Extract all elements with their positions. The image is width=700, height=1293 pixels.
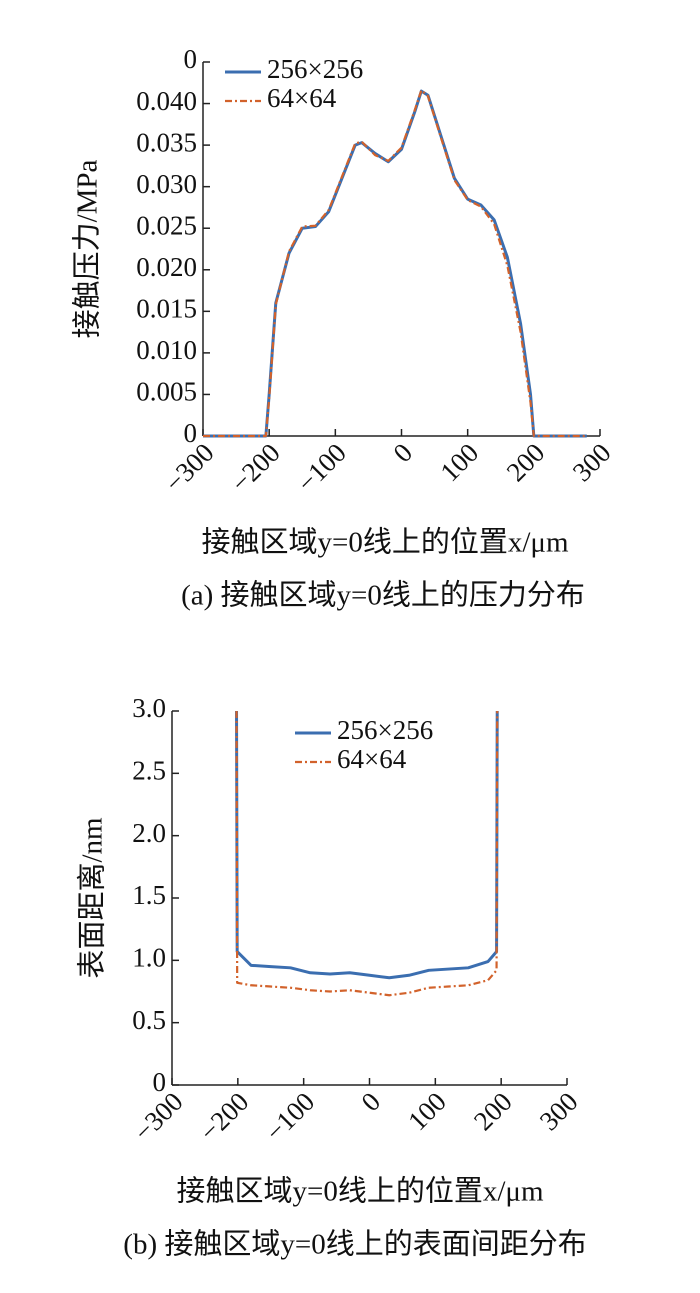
legend-label: 256×256 [267, 54, 363, 84]
y-tick-label: 2.5 [132, 756, 166, 786]
legend-label: 64×64 [267, 83, 337, 113]
caption: (a) 接触区域y=0线上的压力分布 [181, 579, 585, 612]
x-tick-label: −300 [128, 1086, 189, 1147]
y-axis-label: 接触压力/MPa [71, 159, 104, 338]
y-axis-label: 表面距离/nm [76, 817, 109, 979]
x-tick-label: −200 [194, 1086, 255, 1147]
y-tick-label: 0 [184, 44, 198, 74]
x-tick-label: 200 [468, 1086, 518, 1136]
x-tick-label: 100 [402, 1086, 452, 1136]
y-tick-label: 1.0 [132, 943, 166, 973]
y-tick-label: 0.025 [136, 210, 197, 240]
x-tick-label: −200 [225, 437, 286, 498]
y-tick-label: 0.015 [136, 294, 197, 324]
y-tick-label: 0.040 [136, 86, 197, 116]
y-tick-label: 0.020 [136, 252, 197, 282]
data-line [203, 89, 587, 438]
x-axis-label: 接触区域y=0线上的位置x/μm [176, 1175, 543, 1208]
y-tick-label: 0.035 [136, 127, 197, 157]
legend-label: 256×256 [337, 715, 433, 745]
chart-panel: 0 0.5 1.0 1.5 2.0 2.5 3.0 −300 −200 −100 0 100 200 30… [76, 693, 587, 1260]
x-tick-label: 300 [567, 437, 617, 487]
y-tick-label: 0.005 [136, 377, 197, 407]
x-tick-label: −100 [260, 1086, 321, 1147]
chart-panel: 0 0.005 0.010 0.015 0.020 0.025 0.030 0.035 0.04… [71, 44, 617, 611]
y-tick-label: 3.0 [132, 693, 166, 723]
y-tick-label: 0.030 [136, 169, 197, 199]
x-tick-label: −300 [159, 437, 220, 498]
x-tick-label: 200 [501, 437, 551, 487]
x-tick-label: 300 [534, 1086, 584, 1136]
x-tick-label: 0 [355, 1086, 386, 1117]
y-tick-label: 0 [184, 418, 198, 448]
data-line [235, 710, 499, 980]
caption: (b) 接触区域y=0线上的表面间距分布 [123, 1228, 586, 1261]
y-tick-label: 0 [153, 1067, 167, 1097]
data-line [203, 89, 587, 438]
x-tick-label: 100 [434, 437, 484, 487]
y-tick-label: 1.5 [132, 880, 166, 910]
y-tick-label: 0.5 [132, 1005, 166, 1035]
legend-label: 64×64 [337, 744, 407, 774]
y-tick-label: 2.0 [132, 818, 166, 848]
x-tick-label: −100 [291, 437, 352, 498]
data-line [235, 710, 499, 997]
y-tick-label: 0.010 [136, 335, 197, 365]
x-tick-label: 0 [387, 437, 418, 468]
x-axis-label: 接触区域y=0线上的位置x/μm [201, 526, 568, 559]
